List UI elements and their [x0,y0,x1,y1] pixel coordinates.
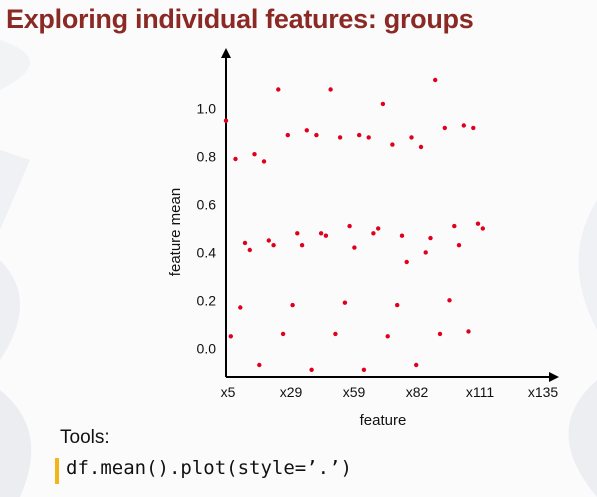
data-point [304,128,309,133]
data-point [238,305,243,310]
data-point [380,101,386,107]
data-point [242,240,248,246]
data-point [390,142,395,147]
x-tick-label: x135 [528,384,559,400]
y-axis-arrow [221,48,231,58]
y-axis-label: feature mean [167,188,184,276]
data-point [261,159,267,164]
data-point [352,245,357,250]
data-point [433,77,438,83]
data-point [371,231,376,236]
data-point [442,125,447,131]
data-point [337,135,343,140]
data-point [475,221,481,226]
data-point [452,223,457,229]
data-point [309,367,314,372]
x-tick-label: x111 [466,384,494,400]
slide-title: Exploring individual features: groups [6,4,474,34]
data-points [223,77,485,372]
data-point [480,226,485,231]
y-tick-label: 0.0 [197,340,217,356]
data-point [328,87,333,92]
y-tick-label: 0.6 [197,197,217,213]
data-point [257,362,262,368]
data-point [276,87,281,92]
data-point [399,233,405,238]
data-point [395,302,400,308]
data-point [299,243,305,248]
x-tick-label: x29 [280,384,303,400]
y-tick-label: 0.8 [197,149,217,165]
data-point [357,132,362,138]
data-point [385,334,390,339]
data-point [318,231,324,236]
data-point [266,238,271,243]
data-point [471,125,476,131]
data-point [333,331,338,337]
data-point [285,132,290,138]
x-axis-arrow [549,372,559,382]
x-tick-label: x59 [343,384,366,400]
data-point [323,233,329,238]
x-tick-label: x82 [406,384,429,400]
data-point [418,144,424,150]
data-point [414,362,419,368]
data-point [456,243,462,248]
data-point [376,226,381,231]
data-point [461,123,466,128]
data-point [423,250,428,255]
data-point [228,334,233,339]
data-point [409,135,414,140]
data-point [314,132,319,138]
data-point [223,118,229,123]
data-point [366,135,371,140]
data-point [466,329,471,334]
x-tick-label: x5 [221,384,236,400]
data-point [280,331,286,337]
chart-axes [221,48,559,382]
data-point [290,302,295,308]
data-point [347,223,352,229]
data-point [295,231,300,236]
data-point [271,243,276,248]
data-point [361,367,367,372]
tools-label: Tools: [60,427,110,448]
y-tick-label: 0.4 [197,244,217,260]
x-axis-label: feature [360,412,407,429]
x-tick-labels: x5 x29 x59 x82 x111 x135 [221,384,559,400]
data-point [342,300,348,305]
y-tick-label: 0.2 [197,292,217,308]
data-point [233,156,238,162]
y-tick-labels: 0.0 0.2 0.4 0.6 0.8 1.0 [197,101,217,357]
y-tick-label: 1.0 [197,101,217,117]
data-point [252,152,257,157]
data-point [437,331,443,337]
code-snippet: df.mean().plot(style=’.’) [66,457,352,479]
data-point [447,298,452,303]
data-point [247,247,252,253]
data-point [428,235,433,241]
data-point [404,259,409,265]
code-accent-bar [55,458,59,484]
